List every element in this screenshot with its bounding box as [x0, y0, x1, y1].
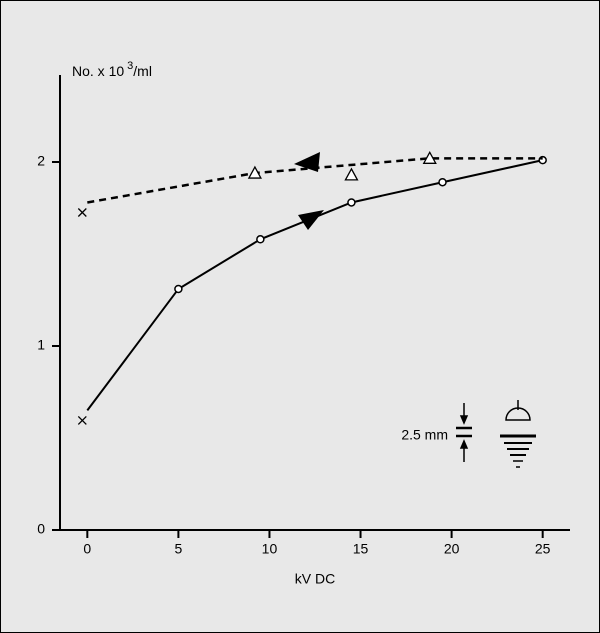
point: [77, 415, 87, 425]
point: [247, 165, 262, 179]
x-tick-label: 20: [444, 541, 460, 557]
x-axis-label: kV DC: [295, 571, 335, 587]
y-axis-label: No. x 10 3/ml: [72, 60, 152, 79]
y-tick-label: 2: [37, 153, 45, 169]
electrode-icon: [456, 400, 536, 468]
x-tick-label: 5: [174, 541, 182, 557]
y-label-main: No. x 10: [72, 63, 124, 79]
point: [256, 235, 265, 244]
point: [77, 208, 87, 217]
y-tick-label: 0: [37, 521, 45, 537]
y-tick-label: 1: [37, 337, 45, 353]
x-tick-label: 10: [262, 541, 278, 557]
y-label-exp: 3: [127, 60, 133, 72]
series-line: [87, 157, 543, 204]
series-line: [86, 159, 543, 411]
x-tick-label: 15: [353, 541, 369, 557]
point: [438, 177, 447, 187]
annotation: 2.5 mm: [401, 427, 448, 443]
point: [422, 150, 437, 164]
x-tick-label: 25: [535, 541, 551, 557]
point: [347, 198, 356, 207]
y-label-unit: /ml: [133, 63, 152, 79]
point: [174, 284, 183, 294]
point: [344, 167, 359, 181]
direction-arrow: [298, 210, 324, 230]
x-tick-label: 0: [83, 541, 91, 557]
